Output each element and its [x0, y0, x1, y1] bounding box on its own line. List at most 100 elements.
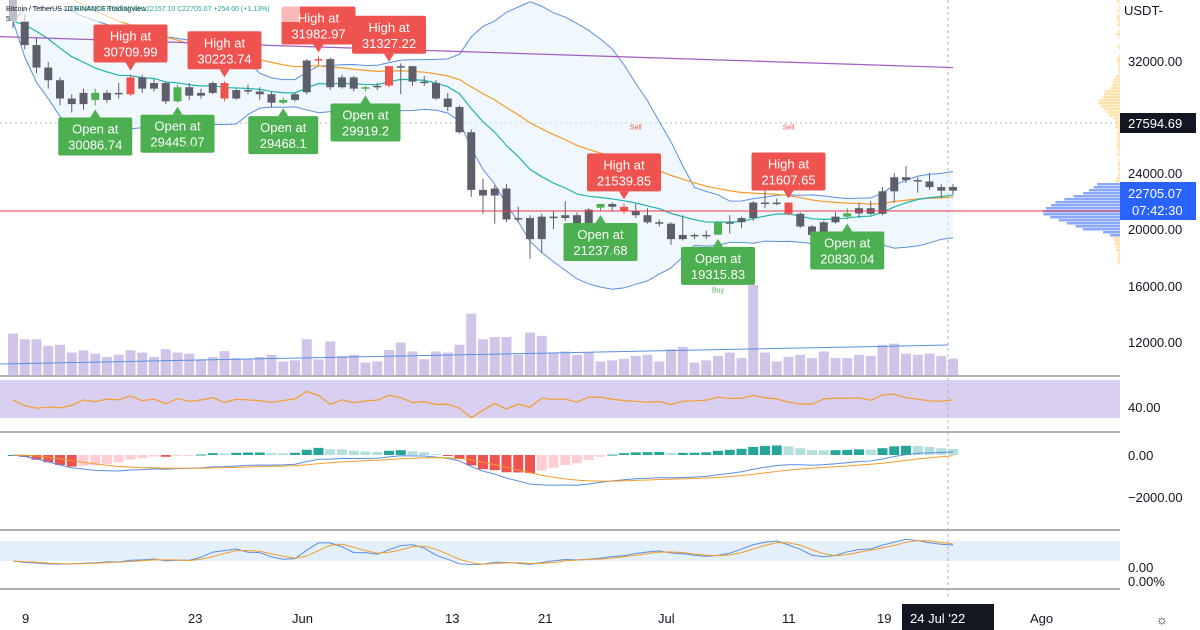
candle[interactable]: [432, 80, 440, 100]
candle-body[interactable]: [785, 203, 793, 214]
candle-body[interactable]: [103, 93, 111, 100]
indicator-count[interactable]: 5: [6, 16, 10, 23]
candle[interactable]: [491, 186, 499, 224]
candle[interactable]: [221, 81, 229, 101]
candle-body[interactable]: [338, 77, 346, 87]
candle-body[interactable]: [56, 80, 64, 98]
candle-body[interactable]: [432, 83, 440, 98]
gear-icon[interactable]: ☼: [1156, 612, 1168, 627]
candle-body[interactable]: [115, 93, 123, 95]
candle-body[interactable]: [256, 91, 264, 94]
candle-body[interactable]: [550, 217, 558, 219]
candle-body[interactable]: [773, 203, 781, 205]
candle-body[interactable]: [514, 218, 522, 220]
candle-body[interactable]: [503, 189, 511, 220]
candle-body[interactable]: [303, 61, 311, 93]
candle[interactable]: [467, 129, 475, 197]
candle-body[interactable]: [91, 93, 99, 100]
candle-body[interactable]: [68, 99, 76, 105]
candle-body[interactable]: [362, 87, 370, 89]
candle-body[interactable]: [843, 213, 851, 216]
candle-body[interactable]: [44, 68, 52, 81]
candle-body[interactable]: [244, 90, 252, 92]
candle-body[interactable]: [385, 66, 393, 85]
candle-body[interactable]: [491, 189, 499, 196]
candle-body[interactable]: [162, 83, 170, 101]
candle-body[interactable]: [644, 215, 652, 222]
candle-body[interactable]: [714, 222, 722, 234]
candle[interactable]: [303, 59, 311, 94]
candle-body[interactable]: [832, 217, 840, 223]
candle[interactable]: [385, 66, 393, 87]
candle-body[interactable]: [749, 203, 757, 218]
candle-body[interactable]: [949, 187, 957, 191]
candle-body[interactable]: [726, 222, 734, 224]
trading-chart[interactable]: High at 30709.99 High at 30223.74 High at 319…: [0, 0, 1200, 630]
candle-body[interactable]: [538, 217, 546, 240]
candle-body[interactable]: [420, 82, 428, 84]
candle-body[interactable]: [620, 207, 628, 211]
candle-body[interactable]: [879, 191, 887, 214]
candle-body[interactable]: [608, 204, 616, 207]
candle-body[interactable]: [232, 90, 240, 98]
candle[interactable]: [456, 106, 464, 134]
candle[interactable]: [714, 221, 722, 235]
candle-body[interactable]: [655, 222, 663, 224]
candle-body[interactable]: [138, 77, 146, 88]
candle[interactable]: [479, 179, 487, 214]
candle-body[interactable]: [926, 181, 934, 187]
candle-body[interactable]: [185, 87, 193, 95]
candle-body[interactable]: [197, 93, 205, 96]
candle-body[interactable]: [326, 59, 334, 87]
candle-body[interactable]: [890, 177, 898, 191]
candle[interactable]: [209, 82, 217, 95]
candle-body[interactable]: [456, 107, 464, 132]
candle[interactable]: [526, 215, 534, 259]
candle-body[interactable]: [902, 177, 910, 180]
candle[interactable]: [162, 82, 170, 105]
price-axis[interactable]: USDT- 32000.00 24000.00 20000.00 16000.0…: [1120, 0, 1200, 600]
candle-body[interactable]: [221, 83, 229, 98]
candle-body[interactable]: [761, 203, 769, 205]
candle-body[interactable]: [702, 235, 710, 237]
candle[interactable]: [785, 202, 793, 215]
candle[interactable]: [503, 184, 511, 222]
candle-body[interactable]: [738, 218, 746, 222]
candle-body[interactable]: [127, 77, 135, 94]
candle[interactable]: [326, 58, 334, 90]
candle-body[interactable]: [279, 100, 287, 103]
candle-body[interactable]: [796, 214, 804, 227]
candle-body[interactable]: [632, 211, 640, 215]
candle[interactable]: [315, 57, 323, 67]
chart-canvas[interactable]: High at30709.99High at30223.74High at319…: [0, 0, 1200, 630]
candle-body[interactable]: [150, 83, 158, 89]
candle-body[interactable]: [21, 21, 29, 45]
candle-body[interactable]: [444, 99, 452, 107]
candle-body[interactable]: [679, 235, 687, 239]
candle-body[interactable]: [467, 132, 475, 190]
candle-body[interactable]: [561, 215, 569, 218]
candle-body[interactable]: [80, 93, 88, 104]
candle-body[interactable]: [209, 83, 217, 93]
candle-body[interactable]: [479, 190, 487, 196]
candle[interactable]: [796, 212, 804, 227]
candle-body[interactable]: [350, 77, 358, 88]
candle-body[interactable]: [33, 45, 41, 68]
candle-body[interactable]: [691, 235, 699, 237]
candle-body[interactable]: [373, 86, 381, 88]
candle-body[interactable]: [174, 87, 182, 101]
candle[interactable]: [232, 89, 240, 100]
candle-body[interactable]: [268, 94, 276, 102]
candle-body[interactable]: [937, 187, 945, 191]
candle-body[interactable]: [526, 218, 534, 239]
candle-body[interactable]: [914, 180, 922, 182]
candle-body[interactable]: [667, 224, 675, 239]
candle-body[interactable]: [315, 59, 323, 61]
candle-body[interactable]: [291, 94, 299, 100]
candle-body[interactable]: [397, 66, 405, 68]
candle-body[interactable]: [597, 204, 605, 208]
candle-body[interactable]: [409, 66, 417, 81]
currency-label[interactable]: USDT-: [1124, 3, 1163, 18]
time-axis[interactable]: 9 23 Jun 13 21 Jul 11 19 24 Jul '22 Ago …: [0, 600, 1200, 630]
candle[interactable]: [127, 74, 135, 95]
